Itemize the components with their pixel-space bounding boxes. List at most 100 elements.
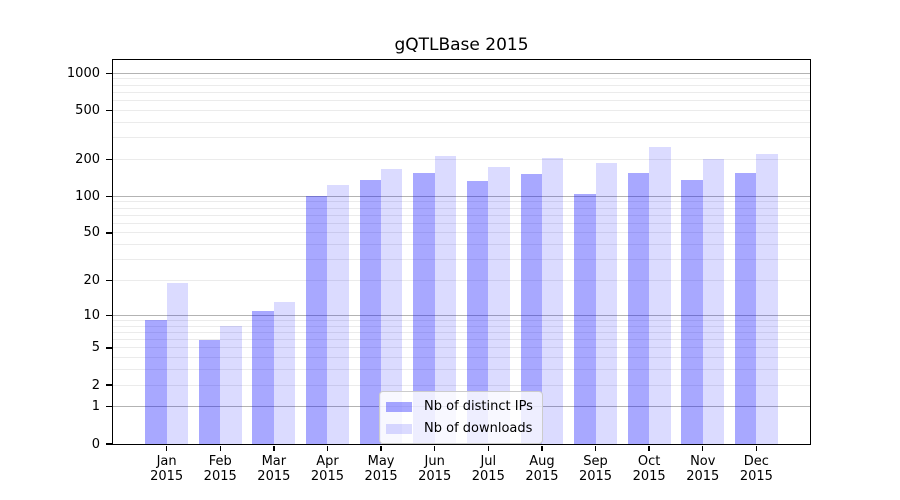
bar-downloads-jul [488,166,510,444]
x-tick-mark [648,445,650,451]
x-tick-mark [433,445,436,451]
gridline-minor [113,369,810,371]
y-tick-label: 50 [83,225,100,241]
gridline-minor [113,319,810,321]
gridline-minor [113,207,810,209]
gridline-minor [113,259,810,261]
y-tick-label: 5 [91,340,100,356]
x-tick-label-aug: Aug 2015 [514,454,570,484]
x-tick-label-mar: Mar 2015 [246,454,302,484]
x-tick-year: 2015 [257,469,291,484]
y-tick-label: 0 [91,436,100,452]
bar-downloads-nov [702,159,725,444]
x-tick-month: Nov [690,454,716,469]
x-tick-year: 2015 [364,469,398,484]
bar-distinct-ips-jan [145,320,167,444]
x-tick-mark [487,445,489,451]
bar-distinct-ips-nov [681,180,703,444]
gridline-minor [113,339,810,341]
bar-distinct-ips-sep [574,194,596,444]
bar-distinct-ips-may [359,180,382,444]
bar-distinct-ips-jun [413,173,435,444]
y-tick-label: 2 [91,377,100,393]
gridline-minor [113,347,810,349]
x-tick-year: 2015 [739,469,773,484]
gridline-minor [113,109,810,111]
x-tick-month: Apr [316,454,339,469]
x-tick-label-jul: Jul 2015 [460,454,516,484]
y-tick-mark [105,195,112,198]
x-tick-month: Feb [208,454,232,469]
y-tick-label: 20 [83,273,100,289]
x-tick-mark [380,445,382,451]
bar-downloads-sep [595,162,617,444]
x-tick-mark [541,445,543,451]
gridline-minor [113,325,810,327]
bar-distinct-ips-feb [198,339,221,444]
y-tick-mark [105,314,112,316]
x-tick-year: 2015 [525,469,559,484]
gridline-minor [113,137,810,139]
x-tick-mark [219,445,221,451]
x-tick-year: 2015 [686,469,720,484]
gridline-minor [113,91,810,93]
x-tick-month: Mar [261,454,287,469]
bar-downloads-jun [434,155,457,444]
y-tick-label: 10 [83,307,100,323]
x-tick-label-oct: Oct 2015 [621,454,677,484]
x-tick-year: 2015 [471,469,505,484]
gridline-minor [113,121,810,123]
bar-downloads-dec [756,154,778,444]
y-tick-label: 1 [91,399,100,415]
y-tick-label: 200 [75,151,100,167]
bar-downloads-may [381,168,403,444]
x-tick-mark [594,445,597,451]
gridline-major [113,72,810,74]
legend: Nb of distinct IPs Nb of downloads [379,391,543,444]
bar-distinct-ips-mar [252,310,274,444]
x-tick-label-apr: Apr 2015 [299,454,355,484]
chart-title: gQTLBase 2015 [394,35,529,55]
gridline-minor [113,84,810,86]
y-tick-label: 500 [75,102,100,118]
legend-swatch-downloads [386,423,412,434]
y-tick-mark [105,158,112,161]
y-tick-label: 100 [75,188,100,204]
y-tick-mark [105,109,112,112]
x-tick-mark [273,445,275,451]
x-tick-year: 2015 [632,469,666,484]
gridline-minor [113,78,810,80]
gridline-minor [113,201,810,203]
gridline-minor [113,158,810,160]
legend-item-distinct-ips: Nb of distinct IPs [386,398,533,415]
y-tick-mark [105,384,112,386]
x-tick-mark [165,445,168,451]
gridline-minor [113,280,810,282]
x-tick-year: 2015 [418,469,452,484]
x-tick-month: Aug [529,454,555,469]
gridline-minor [113,384,810,386]
gridline-major [113,314,810,316]
x-tick-year: 2015 [578,469,613,484]
x-tick-mark [755,445,758,451]
bar-distinct-ips-jul [466,180,489,444]
x-tick-label-nov: Nov 2015 [675,454,731,484]
bar-downloads-feb [220,326,242,444]
x-tick-label-jun: Jun 2015 [407,454,463,484]
x-tick-month: May [367,454,395,469]
gridline-major [113,195,810,197]
plot-area: Nb of distinct IPs Nb of downloads [113,60,810,444]
x-tick-year: 2015 [310,469,344,484]
x-tick-year: 2015 [203,469,237,484]
bar-downloads-mar [273,302,296,444]
x-tick-label-feb: Feb 2015 [192,454,248,484]
x-tick-label-jan: Jan 2015 [139,454,195,484]
gridline-minor [113,331,810,333]
x-tick-month: Sep [583,454,608,469]
gridline-minor [113,100,810,102]
bar-distinct-ips-apr [306,196,328,444]
y-tick-label: 1000 [66,65,100,81]
gridline-minor [113,214,810,216]
y-tick-mark [105,347,112,349]
